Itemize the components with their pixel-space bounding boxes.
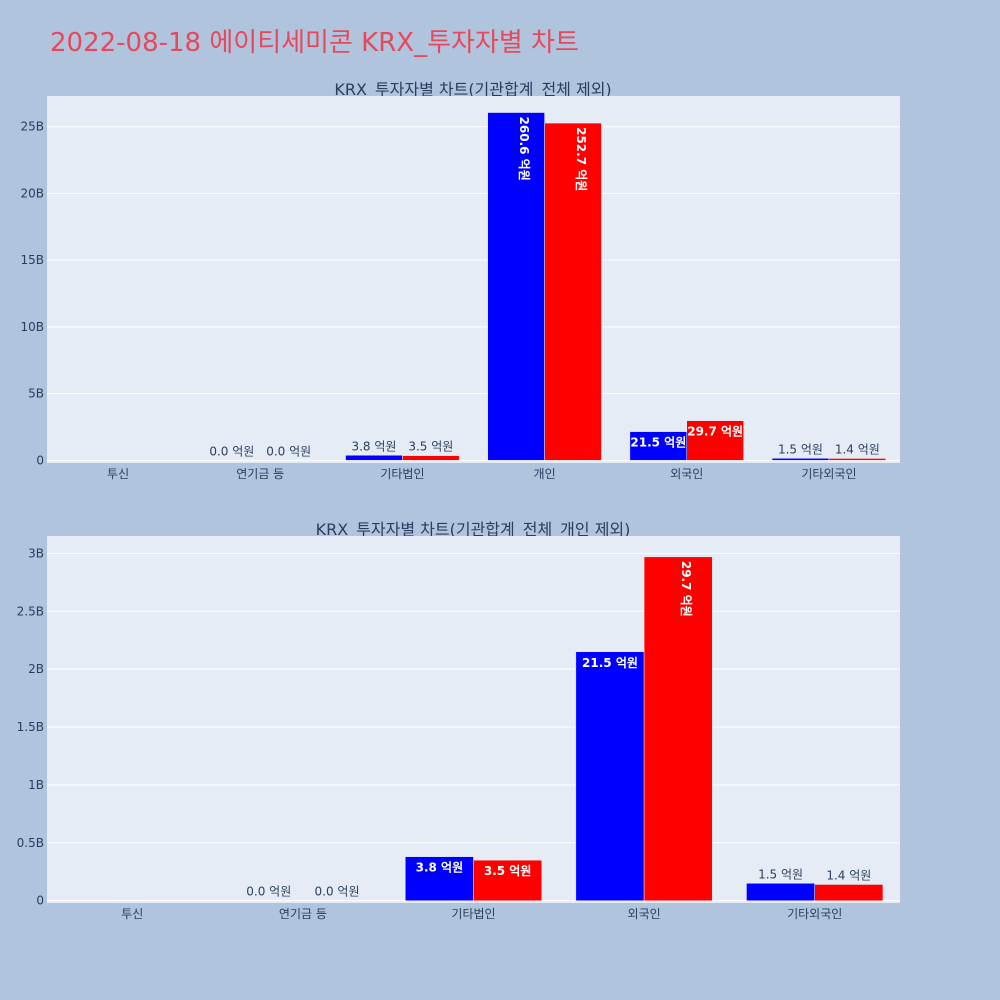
bar[interactable] <box>473 859 542 901</box>
chart-investor-all: KRX_투자자별 차트(기관합계_전체 제외) 0 5B 10B 15B 20B 25B 투… <box>20 80 900 481</box>
bar[interactable] <box>828 458 887 461</box>
bar[interactable] <box>771 458 830 461</box>
y-tick-label: 1B <box>28 778 44 792</box>
bar-data-label: 29.7 억원 <box>679 561 693 617</box>
bar-data-label: 3.5 억원 <box>408 440 453 454</box>
x-tick-label: 기타외국인 <box>801 467 856 481</box>
y-tick-label: 2B <box>28 662 44 676</box>
x-tick-label: 외국인 <box>670 467 703 481</box>
x-tick-label: 외국인 <box>628 907 661 921</box>
bar-data-label: 0.0 억원 <box>315 885 360 899</box>
x-tick-label: 개인 <box>534 467 556 481</box>
bar-data-label: 252.7 억원 <box>574 127 588 191</box>
x-tick-label: 연기금 등 <box>279 907 327 921</box>
x-tick-label: 투신 <box>121 907 143 921</box>
y-tick-label: 3B <box>28 546 44 560</box>
bar[interactable] <box>575 651 645 901</box>
bar-data-label: 0.0 억원 <box>266 444 311 458</box>
page-title: 2022-08-18 에이티세미콘 KRX_투자자별 차트 <box>50 28 579 58</box>
y-tick-label: 0.5B <box>17 836 44 850</box>
y-tick-label: 20B <box>20 186 44 200</box>
x-tick-label: 연기금 등 <box>236 467 284 481</box>
chart-title: KRX_투자자별 차트(기관합계_전체 제외) <box>334 80 611 100</box>
bar-data-label: 1.4 억원 <box>826 868 871 882</box>
x-tick-label: 투신 <box>107 467 129 481</box>
bar-data-label: 3.5 억원 <box>484 864 532 878</box>
y-tick-label: 0 <box>36 453 44 467</box>
y-tick-label: 25B <box>20 120 44 134</box>
bar-data-label: 0.0 억원 <box>209 444 254 458</box>
bar-data-label: 3.8 억원 <box>351 439 396 453</box>
bar-data-label: 0.0 억원 <box>246 885 291 899</box>
bar[interactable] <box>643 556 713 901</box>
bar[interactable] <box>487 112 545 461</box>
chart-investor-excl-individual: KRX_투자자별 차트(기관합계_전체_개인 제외) 0 0.5B 1B 1.5B 2B… <box>17 520 900 921</box>
y-tick-label: 0 <box>36 894 44 908</box>
y-tick-label: 5B <box>28 387 44 401</box>
plot-area <box>47 536 900 903</box>
x-tick-label: 기타법인 <box>451 907 495 921</box>
bar-data-label: 1.5 억원 <box>778 442 823 456</box>
bar[interactable] <box>544 122 602 461</box>
x-tick-label: 기타외국인 <box>787 907 842 921</box>
bar[interactable] <box>402 455 460 461</box>
y-tick-label: 15B <box>20 253 44 267</box>
bar-data-label: 29.7 억원 <box>687 425 743 439</box>
bar[interactable] <box>686 420 744 461</box>
bar-data-label: 260.6 억원 <box>517 117 531 181</box>
y-tick-label: 1.5B <box>17 720 44 734</box>
y-tick-label: 2.5B <box>17 604 44 618</box>
bar-data-label: 1.5 억원 <box>758 867 803 881</box>
plot-area <box>47 96 900 463</box>
bar-data-label: 3.8 억원 <box>416 861 464 875</box>
bar[interactable] <box>746 883 815 901</box>
bar[interactable] <box>405 856 474 901</box>
bar-data-label: 21.5 억원 <box>630 436 686 450</box>
bar[interactable] <box>345 455 403 461</box>
bar-data-label: 1.4 억원 <box>835 442 880 456</box>
y-tick-label: 10B <box>20 320 44 334</box>
x-tick-label: 기타법인 <box>380 467 424 481</box>
bar-data-label: 21.5 억원 <box>582 656 638 670</box>
chart-title: KRX_투자자별 차트(기관합계_전체_개인 제외) <box>316 520 631 540</box>
bar[interactable] <box>814 884 884 901</box>
